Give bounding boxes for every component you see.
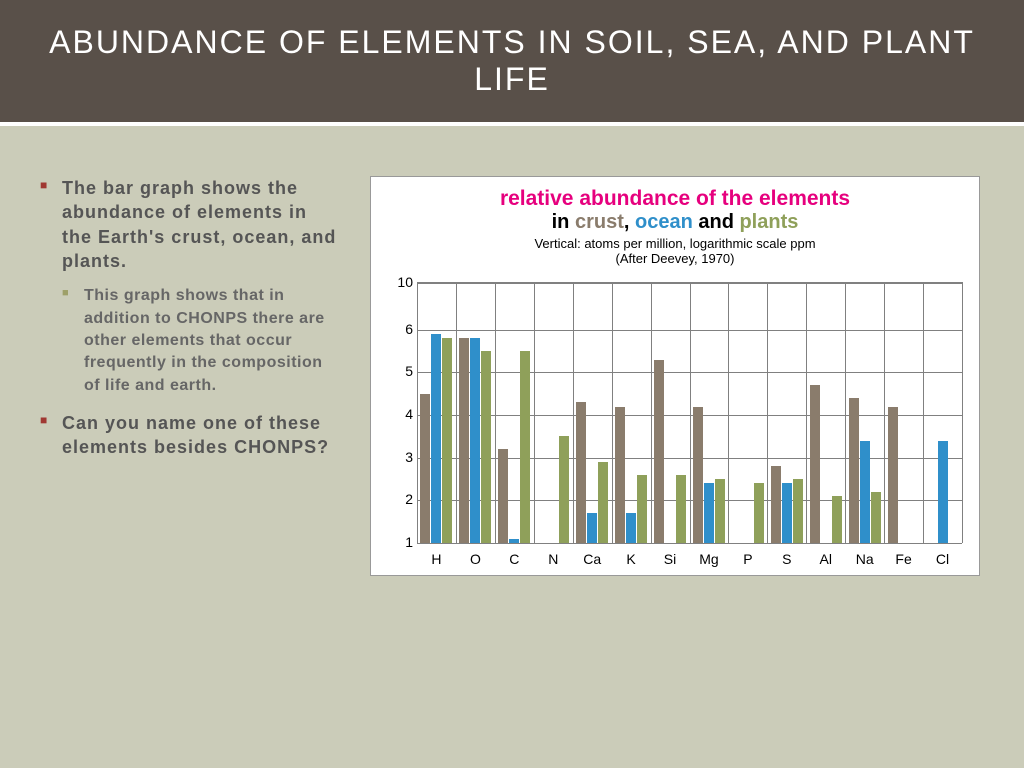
gridline-v [728,283,729,543]
y-tick-label: 6 [383,321,413,337]
y-tick-label: 4 [383,406,413,422]
bullet-1-text: The bar graph shows the abundance of ele… [62,176,340,273]
gridline-v [612,283,613,543]
gridline-h [417,543,962,544]
x-tick-label: Na [856,551,874,567]
bar-plants [559,436,569,543]
bar-plants [637,475,647,543]
plot [417,282,963,543]
gridline-v [573,283,574,543]
bar-ocean [509,539,519,543]
bar-plants [442,338,452,543]
chart-title: relative abundance of the elements in cr… [383,187,967,266]
bar-crust [654,360,664,543]
bar-crust [576,402,586,543]
gridline-v [495,283,496,543]
bar-plants [715,479,725,543]
x-tick-label: P [743,551,752,567]
chart-subtitle-2: (After Deevey, 1970) [383,251,967,266]
chart-subtitle-1: Vertical: atoms per million, logarithmic… [383,236,967,251]
gridline-v [417,283,418,543]
gridline-v [923,283,924,543]
x-tick-label: N [548,551,558,567]
chart-title-line2: in crust, ocean and plants [383,211,967,234]
gridline-v [806,283,807,543]
gridline-v [845,283,846,543]
gridline-v [651,283,652,543]
bar-crust [498,449,508,543]
bar-plants [676,475,686,543]
bar-crust [459,338,469,543]
bullet-2-text: Can you name one of these elements besid… [62,411,340,460]
bar-plants [871,492,881,543]
x-tick-label: Ca [583,551,601,567]
x-tick-label: C [509,551,519,567]
bar-plants [832,496,842,543]
gridline-v [456,283,457,543]
x-tick-label: O [470,551,481,567]
bullet-2: Can you name one of these elements besid… [40,411,340,460]
bar-crust [849,398,859,543]
bar-ocean [431,334,441,543]
bar-plants [598,462,608,543]
bar-ocean [704,483,714,543]
bar-crust [771,466,781,543]
plot-area: 1 2 3 4 5 6 10 H O C N Ca K Si Mg P S Al Na Fe Cl [383,272,967,567]
x-tick-label: K [626,551,635,567]
text-column: The bar graph shows the abundance of ele… [40,176,340,576]
y-tick-label: 2 [383,491,413,507]
bar-crust [810,385,820,543]
x-tick-label: Cl [936,551,949,567]
bullet-1-1: This graph shows that in addition to CHO… [62,285,340,397]
gridline-v [884,283,885,543]
bar-plants [793,479,803,543]
x-tick-label: S [782,551,791,567]
y-tick-label: 1 [383,534,413,550]
chart-container: relative abundance of the elements in cr… [370,176,980,576]
bar-crust [615,407,625,543]
x-tick-label: Al [820,551,832,567]
bar-ocean [782,483,792,543]
bar-crust [888,407,898,543]
x-tick-label: H [431,551,441,567]
gridline-v [767,283,768,543]
bar-plants [481,351,491,543]
y-tick-label: 10 [383,274,413,290]
slide-header: ABUNDANCE OF ELEMENTS IN SOIL, SEA, AND … [0,0,1024,126]
bar-ocean [470,338,480,543]
gridline-v [690,283,691,543]
gridline-v [534,283,535,543]
bar-crust [693,407,703,543]
bar-crust [420,394,430,543]
bar-ocean [587,513,597,543]
slide-title: ABUNDANCE OF ELEMENTS IN SOIL, SEA, AND … [49,24,975,97]
slide-body: The bar graph shows the abundance of ele… [0,126,1024,606]
bar-plants [520,351,530,543]
bullet-1: The bar graph shows the abundance of ele… [40,176,340,397]
bar-plants [754,483,764,543]
y-tick-label: 5 [383,363,413,379]
bar-ocean [626,513,636,543]
x-tick-label: Mg [699,551,718,567]
x-tick-label: Si [664,551,676,567]
x-tick-label: Fe [895,551,911,567]
chart-title-line1: relative abundance of the elements [383,187,967,211]
bar-ocean [938,441,948,543]
y-tick-label: 3 [383,449,413,465]
bullet-1-1-text: This graph shows that in addition to CHO… [84,285,340,397]
bar-ocean [860,441,870,543]
